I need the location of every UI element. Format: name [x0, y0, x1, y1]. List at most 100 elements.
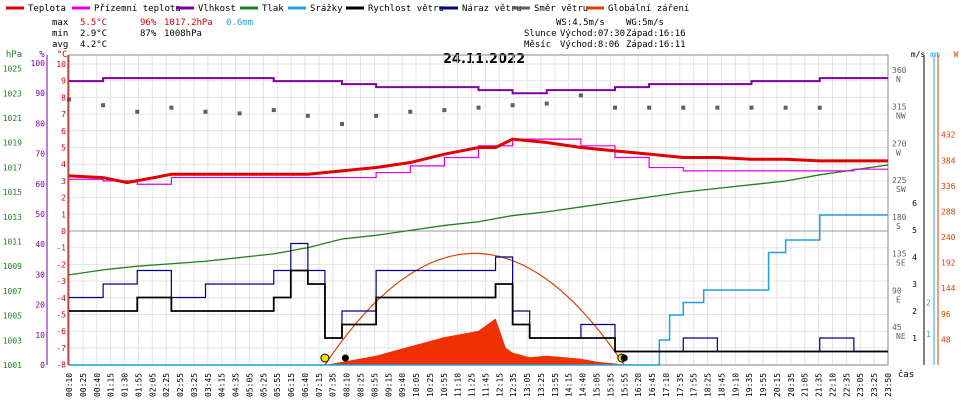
- sunrise-info: Východ:07:30: [560, 29, 625, 39]
- time-tick-label: 07:35: [329, 373, 338, 397]
- time-tick-label: 14:15: [565, 373, 574, 397]
- wind-direction-point: [135, 109, 140, 114]
- wind-direction-point: [442, 108, 447, 113]
- humidity-tick-label: 70: [35, 150, 45, 159]
- direction-tick-degrees: 180: [892, 213, 907, 222]
- precipitation-line: [69, 214, 888, 366]
- stats-panel: max min avg 5.5°C 2.9°C 4.2°C 96% 87% 10…: [52, 18, 686, 50]
- time-tick-label: 17:35: [676, 373, 685, 397]
- direction-tick-degrees: 225: [892, 176, 907, 185]
- wind-direction-point: [544, 101, 549, 106]
- humidity-tick-label: 80: [35, 119, 45, 128]
- moonrise-marker: [341, 354, 349, 362]
- time-tick-label: 13:25: [537, 373, 546, 397]
- rain-tick-label: 1: [926, 330, 931, 339]
- wind-direction-point: [305, 113, 310, 118]
- hpa-tick-label: 1015: [3, 188, 22, 197]
- radiation-tick-label: 432: [941, 131, 956, 140]
- temperature-tick-label: 4: [61, 160, 66, 169]
- direction-tick-degrees: 90: [892, 286, 902, 295]
- stat-pressure-max: 1017.2hPa: [164, 18, 213, 28]
- time-tick-label: 05:55: [273, 373, 282, 397]
- stat-row-min: min: [52, 29, 68, 39]
- legend-label: Tlak: [262, 4, 284, 14]
- radiation-tick-label: 336: [941, 182, 956, 191]
- legend-label: Teplota: [28, 4, 66, 14]
- hpa-tick-label: 1019: [3, 139, 22, 148]
- time-tick-label: 06:15: [287, 373, 296, 397]
- direction-tick-label: NE: [896, 332, 906, 341]
- legend-label: Přízemní teplota: [94, 4, 181, 14]
- legend-label: Náraz větru: [462, 4, 522, 14]
- wind-direction-point: [783, 105, 788, 110]
- radiation-tick-label: 48: [941, 335, 951, 344]
- time-tick-label: 04:35: [232, 373, 241, 397]
- plot-area: [67, 54, 889, 366]
- temperature-line: [68, 137, 888, 185]
- time-tick-label: 12:35: [509, 373, 518, 397]
- time-tick-label: 18:45: [717, 373, 726, 397]
- time-tick-label: 19:55: [759, 373, 768, 397]
- time-tick-label: 08:55: [370, 373, 379, 397]
- rain-tick-label: 2: [926, 299, 931, 308]
- wind-tick-label: 2: [912, 307, 917, 316]
- wind-direction-point: [408, 109, 413, 114]
- stat-temp-avg: 4.2°C: [80, 40, 107, 50]
- time-axis-title: čas: [898, 369, 914, 380]
- wind-direction-point: [715, 105, 720, 110]
- wind-direction-point: [67, 97, 71, 102]
- radiation-area: [324, 318, 626, 365]
- humidity-axis-title: %: [39, 50, 45, 60]
- time-tick-label: 18:25: [704, 373, 713, 397]
- direction-tick-label: NW: [896, 112, 906, 121]
- stat-humidity-max: 96%: [140, 18, 157, 28]
- direction-tick-degrees: 270: [892, 139, 907, 148]
- time-tick-label: 14:40: [579, 373, 588, 397]
- time-tick-label: 16:45: [648, 373, 657, 397]
- moonset-info: Západ:16:11: [626, 40, 686, 50]
- legend-label: Rychlost větru: [368, 4, 444, 14]
- hpa-tick-label: 1013: [3, 213, 22, 222]
- wind-direction-point: [203, 109, 208, 114]
- time-tick-label: 10:25: [426, 373, 435, 397]
- direction-tick-label: E: [896, 295, 901, 304]
- time-tick-label: 00:25: [79, 373, 88, 397]
- wind-direction-point: [578, 93, 583, 98]
- temperature-axis-title: °C: [57, 50, 68, 60]
- wind-direction-point: [374, 113, 379, 118]
- radiation-tick-label: 96: [941, 310, 951, 319]
- time-tick-label: 08:10: [343, 373, 352, 397]
- temperature-tick-label: 10: [56, 60, 66, 69]
- direction-tick-degrees: 45: [892, 323, 902, 332]
- direction-tick-degrees: 315: [892, 103, 907, 112]
- temperature-tick-label: 6: [61, 127, 66, 136]
- time-tick-label: 02:25: [162, 373, 171, 397]
- ground-temp-line: [69, 138, 888, 185]
- time-tick-label: 17:10: [662, 373, 671, 397]
- moonset-marker: [620, 354, 628, 362]
- time-tick-label: 11:10: [454, 373, 463, 397]
- wind-speed-info: WS:4.5m/s: [556, 18, 605, 28]
- time-tick-label: 23:05: [856, 373, 865, 397]
- wind-direction-point: [510, 103, 515, 108]
- hpa-tick-label: 1005: [3, 312, 22, 321]
- time-tick-label: 20:15: [773, 373, 782, 397]
- time-tick-label: 16:20: [634, 373, 643, 397]
- time-tick-label: 15:05: [592, 373, 601, 397]
- hpa-tick-label: 1001: [3, 361, 22, 370]
- temperature-tick-label: 1: [61, 210, 66, 219]
- time-tick-label: 22:35: [842, 373, 851, 397]
- radiation-tick-label: 384: [941, 156, 956, 165]
- sunset-info: Západ:16:16: [626, 29, 686, 39]
- wind-direction-point: [237, 111, 242, 116]
- time-tick-label: 11:25: [468, 373, 477, 397]
- wind-tick-label: 6: [912, 199, 917, 208]
- radiation-tick-label: 144: [941, 284, 956, 293]
- time-tick-label: 21:05: [801, 373, 810, 397]
- wind-direction-point: [340, 121, 344, 126]
- legend: Teplota Přízemní teplota Vlhkost Tlak Srážky…: [6, 4, 689, 14]
- time-tick-label: 22:10: [828, 373, 837, 397]
- temperature-tick-label: -7: [56, 344, 66, 353]
- time-tick-label: 01:30: [121, 373, 130, 397]
- temperature-tick-label: -4: [56, 294, 66, 303]
